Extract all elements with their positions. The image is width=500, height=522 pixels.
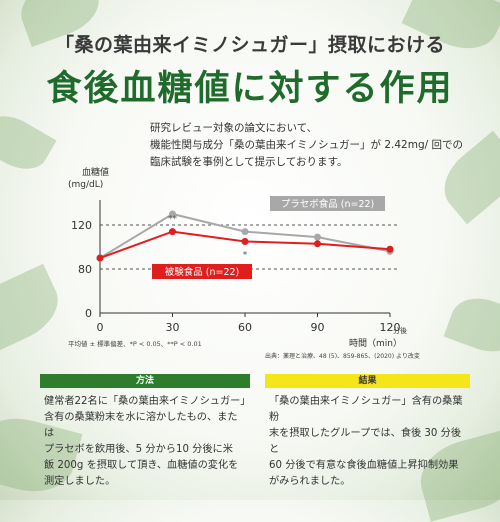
x-axis-unit: 分後: [393, 326, 407, 335]
legend-label: プラセボ食品 (n=22): [281, 198, 375, 210]
method-line: 含有の桑葉粉末を水に溶かしたもの、または: [44, 412, 238, 439]
blood-glucose-chart: 血糖値 (mg/dL) プラセボ食品 (n=22)被験食品 (n=22)*** …: [68, 166, 420, 360]
legend-box: [152, 264, 252, 279]
data-point: [96, 254, 104, 262]
x-tick-label: 0: [97, 321, 104, 334]
series-group: プラセボ食品 (n=22)被験食品 (n=22)***: [96, 196, 394, 279]
x-axis-label: 時間（min）: [349, 338, 402, 349]
x-tick-label: 90: [311, 321, 325, 334]
method-line: 健常者22名に「桑の葉由来イミノシュガー」: [44, 396, 251, 407]
chart-source: 出典：薬理と治療、48 (5)、859-865、(2020) より改変: [265, 352, 420, 360]
intro-line: 研究レビュー対象の論文において、: [150, 122, 318, 134]
legend-box: [270, 196, 385, 211]
data-point: [169, 228, 176, 236]
intro-line: 臨床試験を事例として提示しております。: [150, 156, 348, 168]
significance-mark: **: [168, 215, 178, 225]
intro-text: 研究レビュー対象の論文において、 機能性関与成分「桑の葉由来イミノシュガー」が …: [150, 120, 470, 171]
result-header: 結果: [265, 374, 470, 388]
y-tick-label: 120: [71, 219, 92, 232]
result-line: 60 分後で有意な食後血糖値上昇抑制効果: [269, 460, 459, 471]
y-tick-label: 80: [78, 263, 92, 276]
method-line: 測定しました。: [44, 476, 116, 487]
y-axis-label-line1: 血糖値: [82, 166, 109, 178]
result-line: 「桑の葉由来イミノシュガー」含有の桑葉粉: [269, 396, 463, 423]
y-tick-label: 0: [85, 307, 92, 320]
data-point: [314, 233, 321, 241]
chart-footnote: 平均値 ± 標準偏差、*P < 0.05、**P < 0.01: [68, 339, 202, 348]
method-line: 飯 200g を摂取して頂き、血糖値の変化を: [44, 460, 239, 471]
method-line: プラセボを飲用後、5 分から10 分後に米: [44, 444, 233, 455]
data-point: [314, 240, 321, 248]
result-line: 末を摂取したグループでは、食後 30 分後と: [269, 428, 462, 455]
intro-line: 機能性関与成分「桑の葉由来イミノシュガー」が 2.42mg/ 回での: [150, 139, 463, 151]
x-tick-label: 120: [380, 321, 401, 334]
data-point: [241, 238, 249, 245]
title-line1: 「桑の葉由来イミノシュガー」摂取における: [54, 34, 445, 56]
method-box: 方法 健常者22名に「桑の葉由来イミノシュガー」 含有の桑葉粉末を水に溶かしたも…: [40, 374, 251, 487]
legend-label: 被験食品 (n=22): [165, 266, 240, 278]
x-tick-label: 60: [238, 321, 252, 334]
data-point: [169, 210, 176, 218]
result-line: がみられました。: [269, 476, 351, 487]
data-point: [386, 245, 394, 253]
method-header: 方法: [40, 374, 250, 388]
result-box: 結果 「桑の葉由来イミノシュガー」含有の桑葉粉 末を摂取したグループでは、食後 …: [265, 374, 470, 487]
data-point: [241, 228, 249, 236]
significance-mark: *: [243, 251, 248, 261]
x-tick-label: 30: [166, 321, 180, 334]
axis-tick-labels: 0 30 60 90 120 0 80 120: [71, 219, 401, 334]
page-title: 食後血糖値に対する作用: [46, 69, 454, 109]
y-axis-label-line2: (mg/dL): [68, 180, 103, 190]
